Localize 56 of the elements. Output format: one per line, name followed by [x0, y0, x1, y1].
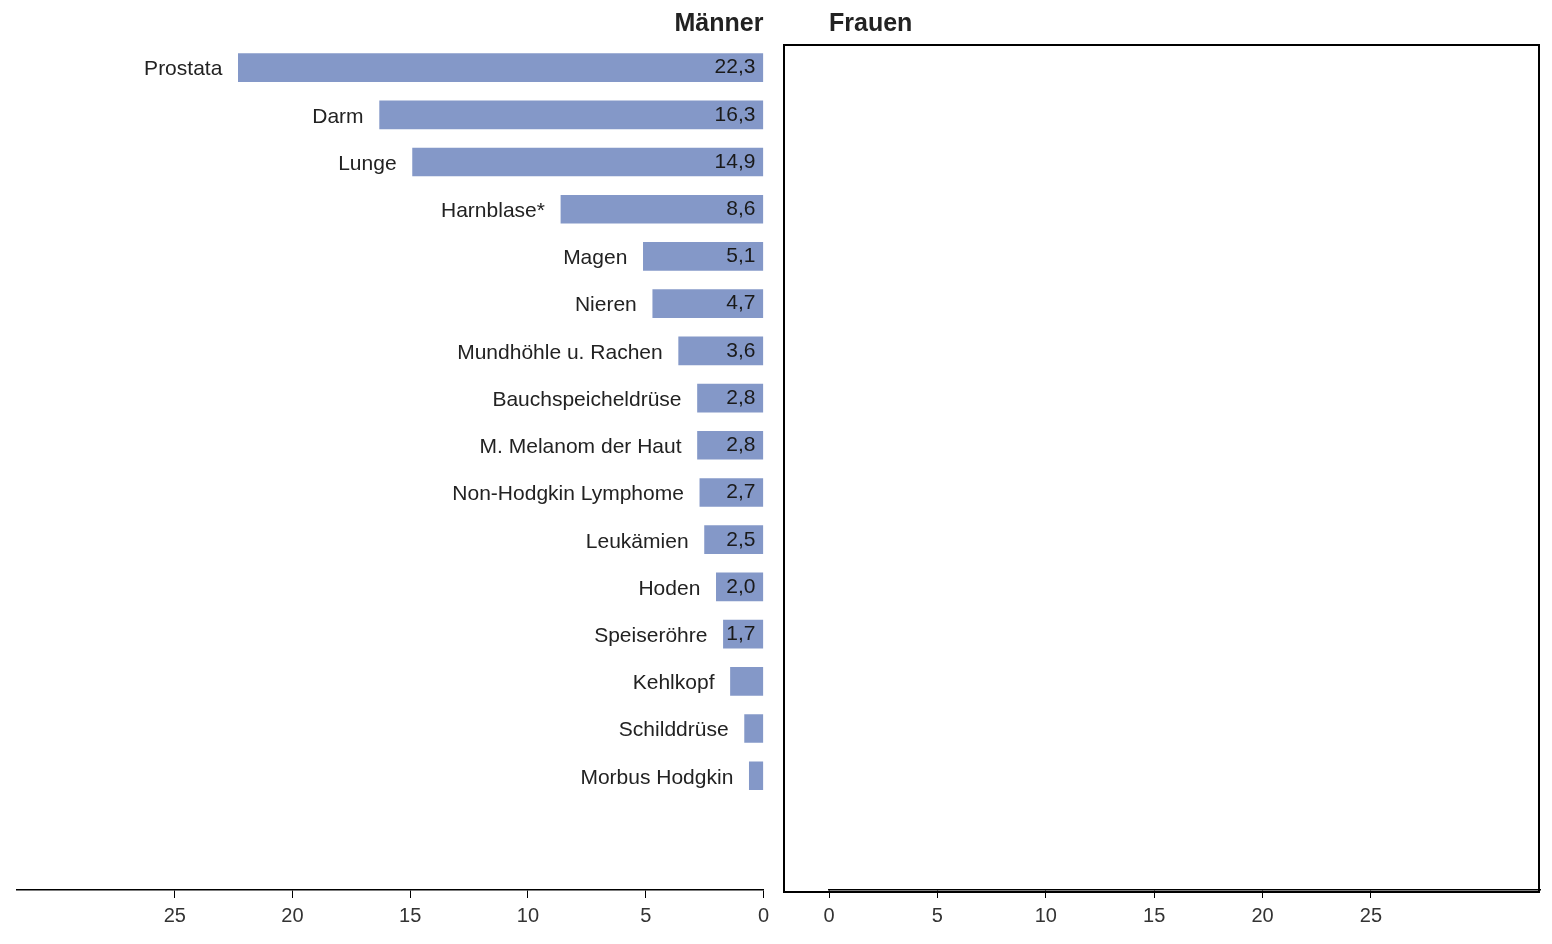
bar: [704, 525, 764, 555]
data-label: 16,3: [714, 101, 756, 125]
chart-title: Männer: [674, 8, 764, 37]
y-tick-label: Mundhöhle u. Rachen: [457, 339, 663, 363]
data-label: 2,0: [726, 573, 756, 597]
x-tick-label: 0: [757, 903, 769, 926]
x-tick-label: 15: [1143, 903, 1166, 926]
y-tick-label: Leukämien: [585, 528, 689, 552]
y-tick-label: Nieren: [574, 292, 637, 316]
y-tick-label: Magen: [563, 245, 628, 269]
x-tick-label: 10: [516, 903, 540, 926]
data-label: 2,8: [726, 432, 756, 456]
bar: [699, 478, 764, 507]
x-tick-label: 5: [640, 903, 652, 926]
data-label: 2,8: [726, 384, 756, 408]
bar: [748, 761, 764, 791]
y-tick-label: Bauchspeicheldrüse: [492, 386, 682, 410]
x-tick-label: 10: [1034, 903, 1057, 926]
y-tick-label: Schilddrüse: [618, 717, 729, 741]
data-label: 8,6: [726, 196, 756, 220]
y-tick-label: Morbus Hodgkin: [580, 764, 734, 788]
bar: [643, 242, 764, 271]
data-label: 3,6: [726, 337, 756, 361]
data-label: 5,1: [726, 243, 756, 267]
data-label: 2,5: [726, 526, 756, 550]
bar: [379, 100, 764, 130]
y-tick-label: Non-Hodgkin Lymphome: [452, 481, 684, 505]
y-tick-label: Speiseröhre: [594, 622, 708, 646]
y-tick-label: Lunge: [338, 150, 397, 174]
bar: [238, 53, 764, 82]
data-label: 22,3: [714, 54, 756, 78]
x-tick-label: 25: [163, 903, 186, 926]
x-tick-label: 20: [1251, 903, 1274, 926]
bar: [652, 289, 764, 318]
bar: [730, 667, 764, 696]
y-tick-label: Hoden: [638, 575, 701, 599]
bar: [678, 336, 764, 366]
y-tick-label: Kehlkopf: [632, 670, 715, 694]
data-label: 4,7: [726, 290, 756, 314]
x-tick-label: 5: [931, 903, 943, 926]
data-label: 1,7: [726, 620, 756, 644]
x-tick-label: 25: [1359, 903, 1383, 926]
y-tick-label: Darm: [312, 103, 364, 127]
bar: [412, 147, 764, 177]
y-tick-label: Harnblase*: [441, 198, 545, 222]
y-tick-label: M. Melanom der Haut: [479, 434, 682, 458]
data-label: 2,7: [726, 479, 756, 503]
data-label: 14,9: [714, 148, 756, 172]
bar: [697, 430, 764, 460]
bar: [744, 714, 764, 743]
x-tick-label: 0: [823, 903, 835, 926]
x-tick-label: 15: [399, 903, 422, 926]
x-tick-label: 20: [281, 903, 304, 926]
chart-title: Frauen: [829, 8, 913, 37]
bar: [560, 194, 764, 224]
y-tick-label: Prostata: [144, 56, 223, 80]
